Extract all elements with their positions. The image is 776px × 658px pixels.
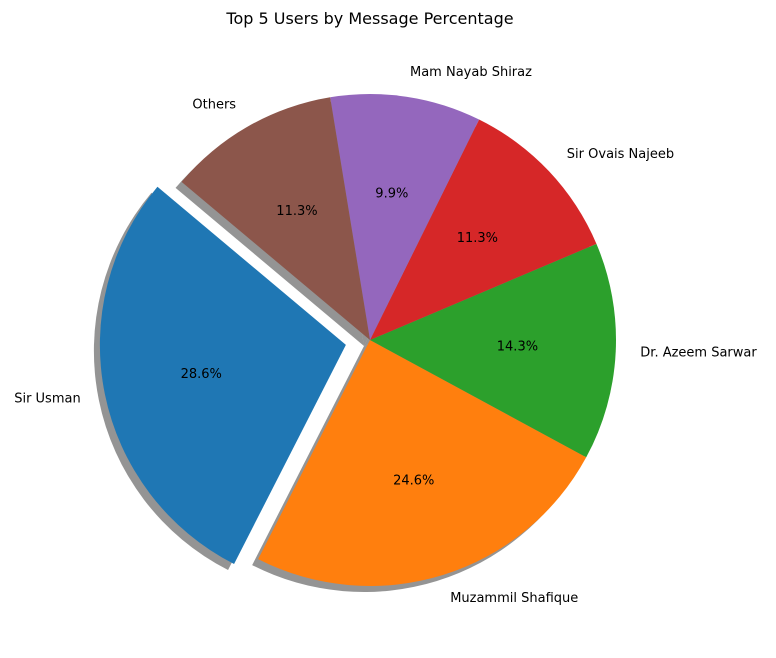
slice-label-sir-usman: Sir Usman bbox=[14, 391, 81, 406]
slice-label-muzammil-shafique: Muzammil Shafique bbox=[450, 591, 578, 606]
slice-label-others: Others bbox=[192, 97, 236, 112]
chart-title: Top 5 Users by Message Percentage bbox=[225, 9, 513, 28]
slice-dr-azeem-sarwar bbox=[370, 243, 616, 458]
slice-label-mam-nayab-shiraz: Mam Nayab Shiraz bbox=[410, 65, 532, 80]
percent-label-dr-azeem-sarwar: 14.3% bbox=[497, 340, 538, 355]
percent-label-sir-ovais-najeeb: 11.3% bbox=[457, 231, 498, 246]
slice-label-dr-azeem-sarwar: Dr. Azeem Sarwar bbox=[640, 345, 757, 360]
percent-label-sir-usman: 28.6% bbox=[181, 367, 222, 382]
pie-slices bbox=[99, 93, 616, 586]
slice-muzammil-shafique bbox=[258, 340, 587, 586]
slice-label-sir-ovais-najeeb: Sir Ovais Najeeb bbox=[567, 147, 674, 162]
slice-others bbox=[181, 97, 370, 341]
slice-sir-ovais-najeeb bbox=[370, 119, 597, 340]
slice-sir-usman bbox=[99, 186, 346, 565]
slice-mam-nayab-shiraz bbox=[330, 93, 480, 340]
slice-labels: Sir Usman 28.6% Muzammil Shafique 24.6% Dr. … bbox=[14, 65, 757, 606]
percent-label-others: 11.3% bbox=[276, 204, 317, 219]
percent-label-mam-nayab-shiraz: 9.9% bbox=[375, 187, 408, 202]
percent-label-muzammil-shafique: 24.6% bbox=[393, 473, 434, 488]
